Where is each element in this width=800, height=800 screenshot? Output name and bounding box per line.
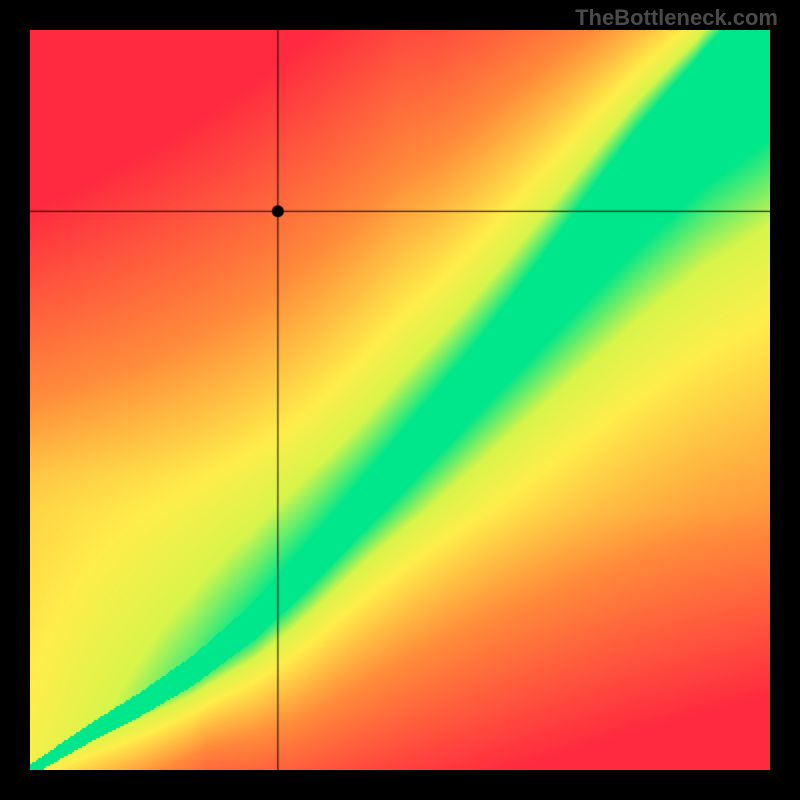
watermark-text: TheBottleneck.com [575, 5, 778, 31]
heatmap-plot [30, 30, 770, 770]
heatmap-canvas [30, 30, 770, 770]
chart-container: TheBottleneck.com [0, 0, 800, 800]
